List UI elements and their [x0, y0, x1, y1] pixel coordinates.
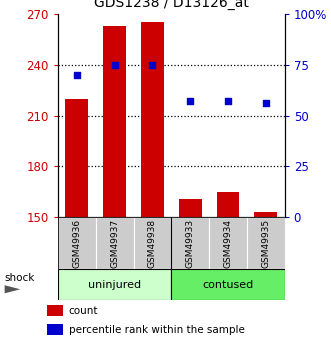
Bar [58, 217, 96, 269]
Bar [247, 217, 285, 269]
Title: GDS1238 / D13126_at: GDS1238 / D13126_at [94, 0, 249, 10]
Point [263, 101, 268, 106]
Bar [66, 99, 88, 217]
Point [188, 99, 193, 104]
Text: percentile rank within the sample: percentile rank within the sample [69, 325, 245, 335]
Bar [103, 26, 126, 217]
Text: GSM49934: GSM49934 [223, 219, 232, 268]
Text: GSM49935: GSM49935 [261, 219, 270, 268]
Bar [171, 217, 209, 269]
Point [225, 99, 231, 104]
Text: contused: contused [202, 280, 254, 289]
Text: uninjured: uninjured [88, 280, 141, 289]
Text: GSM49936: GSM49936 [72, 219, 81, 268]
Polygon shape [5, 285, 20, 293]
Text: shock: shock [5, 273, 35, 283]
Bar [209, 217, 247, 269]
Text: GSM49933: GSM49933 [186, 219, 195, 268]
Bar [255, 212, 277, 217]
Bar [216, 192, 239, 217]
Bar [58, 269, 171, 300]
Point [150, 62, 155, 67]
Point [74, 72, 79, 78]
Text: count: count [69, 306, 98, 316]
Point [112, 62, 117, 67]
Bar [141, 22, 164, 217]
Bar [96, 217, 133, 269]
Bar [47, 324, 64, 335]
Bar [171, 269, 285, 300]
Bar [47, 305, 64, 316]
Bar [179, 199, 202, 217]
Text: GSM49938: GSM49938 [148, 219, 157, 268]
Bar [133, 217, 171, 269]
Text: GSM49937: GSM49937 [110, 219, 119, 268]
